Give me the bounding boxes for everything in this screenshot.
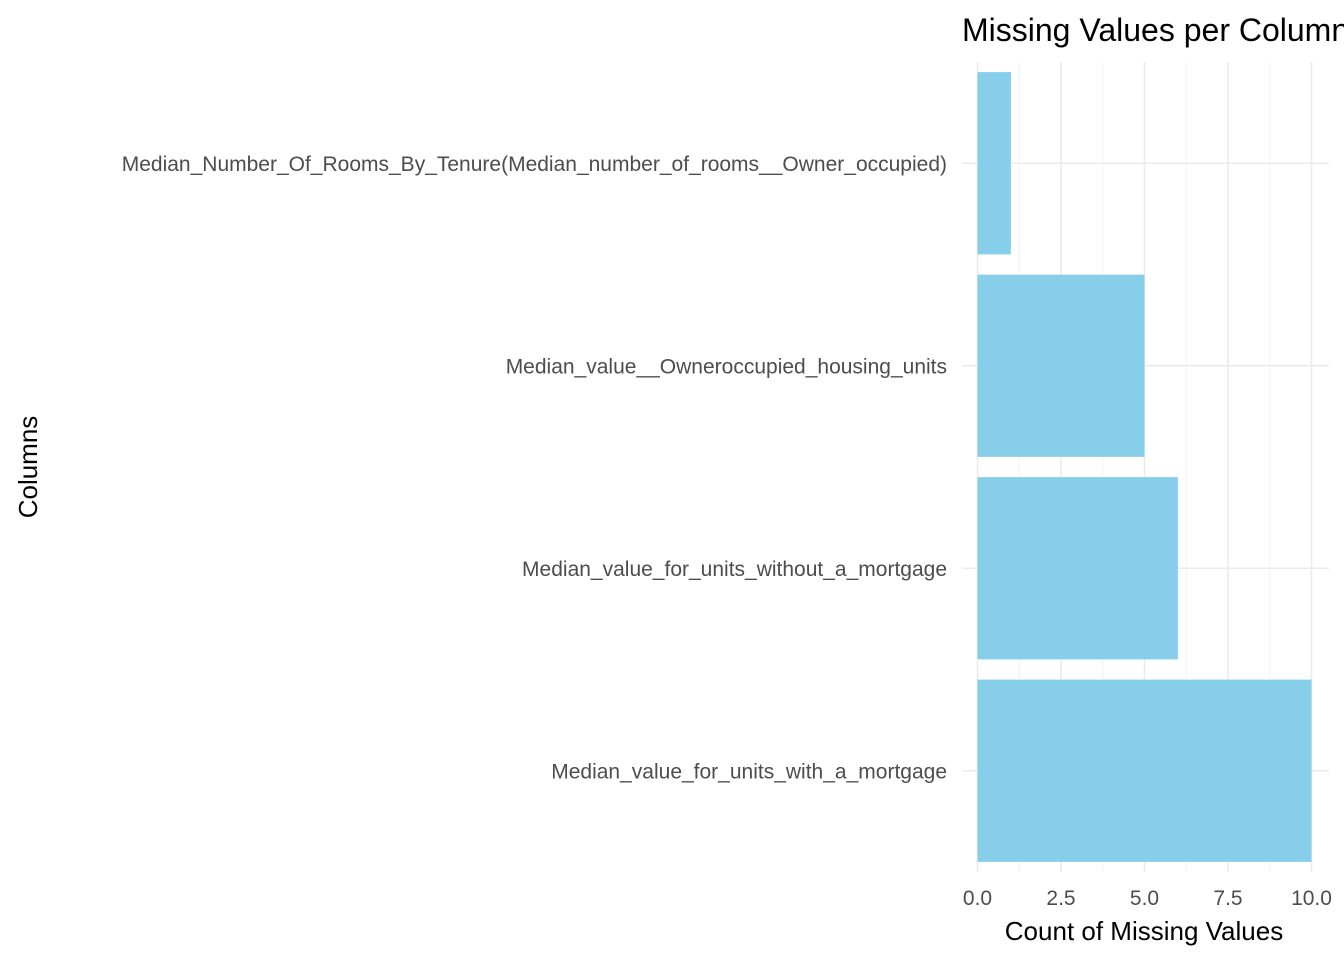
x-tick-label: 0.0 xyxy=(963,887,992,910)
y-tick-labels: Median_Number_Of_Rooms_By_Tenure(Median_… xyxy=(122,153,947,784)
bars xyxy=(977,72,1312,862)
x-tick-label: 10.0 xyxy=(1291,887,1332,910)
bar xyxy=(977,72,1011,255)
x-axis-title: Count of Missing Values xyxy=(1005,916,1283,946)
y-axis-title: Columns xyxy=(13,416,43,519)
bar xyxy=(977,477,1178,660)
chart-title: Missing Values per Column xyxy=(962,12,1344,48)
y-tick-label: Median_value_for_units_with_a_mortgage xyxy=(551,760,947,783)
y-tick-label: Median_value_for_units_without_a_mortgag… xyxy=(522,558,947,581)
bar xyxy=(977,679,1312,862)
x-tick-label: 5.0 xyxy=(1130,887,1159,910)
y-tick-label: Median_Number_Of_Rooms_By_Tenure(Median_… xyxy=(122,153,947,176)
x-tick-label: 7.5 xyxy=(1213,887,1242,910)
y-tick-label: Median_value__Owneroccupied_housing_unit… xyxy=(506,355,947,378)
bar xyxy=(977,274,1145,457)
x-tick-labels: 0.0 2.5 5.0 7.5 10.0 xyxy=(963,887,1332,910)
x-tick-label: 2.5 xyxy=(1046,887,1075,910)
